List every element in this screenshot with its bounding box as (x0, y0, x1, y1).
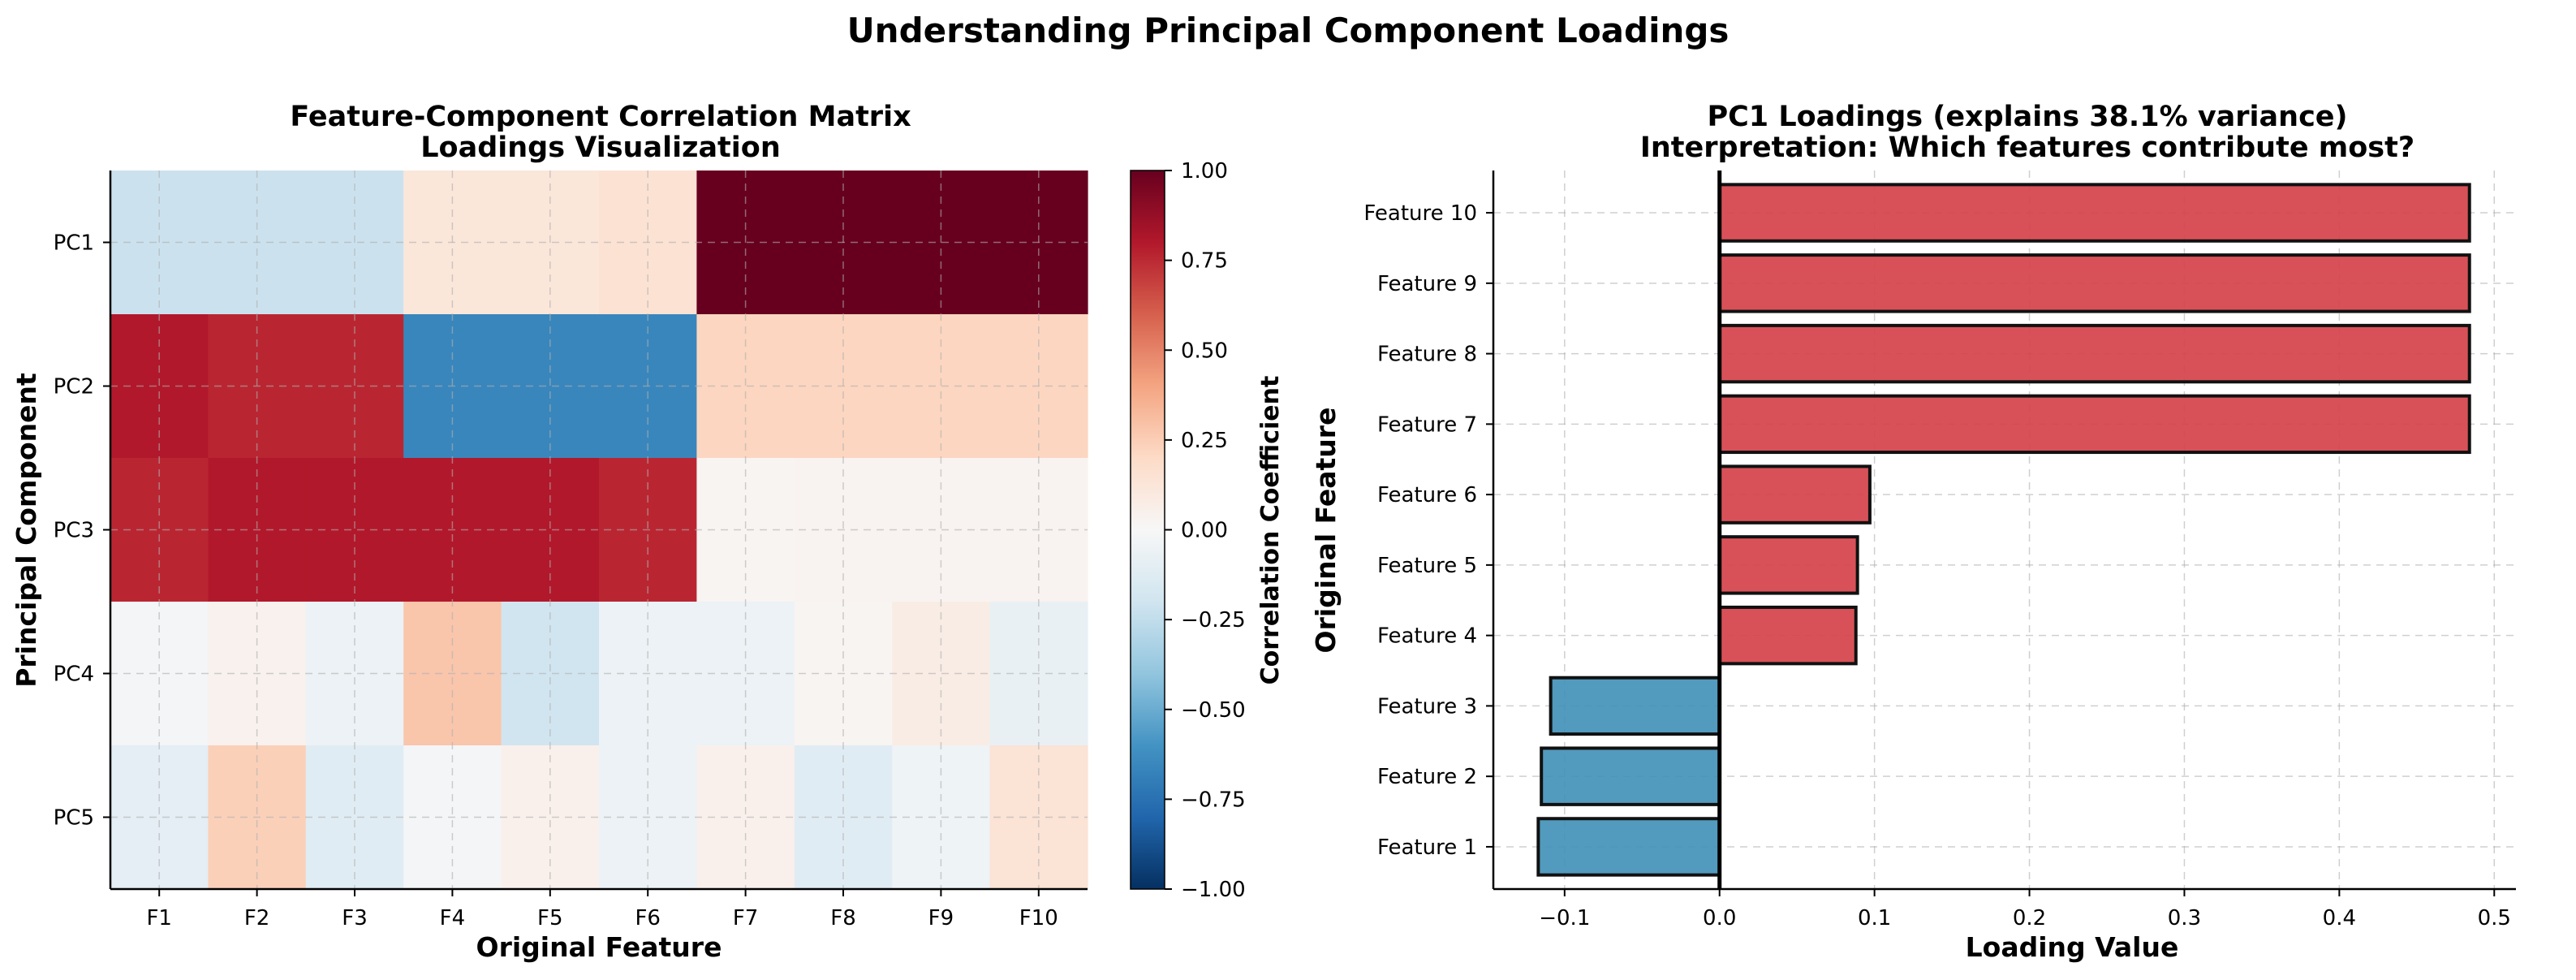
colorbar-tick-label: 0.75 (1181, 249, 1228, 274)
bar-title-line2: Interpretation: Which features contribut… (1640, 132, 2414, 164)
bar-y-tick-label: Feature 8 (1377, 343, 1477, 367)
bar-panel: PC1 Loadings (explains 38.1% variance) I… (1310, 101, 2516, 963)
heatmap-y-tick-label: PC5 (54, 806, 94, 831)
bar-y-tick-label: Feature 3 (1377, 694, 1477, 719)
colorbar-tick-label: 1.00 (1181, 159, 1228, 183)
bar-x-axis-label: Loading Value (1966, 931, 2179, 963)
heatmap-ticks: F1 F2 F3 F4 F5 F6 F7 F8 F9 F10 PC1 PC2 PC3 PC4 PC5 (54, 231, 1058, 931)
loading-bar (1540, 746, 1721, 806)
heatmap-x-tick-label: F2 (244, 906, 270, 930)
heatmap-title-line2: Loadings Visualization (420, 132, 781, 164)
bar-y-axis-label: Original Feature (1310, 408, 1342, 654)
heatmap-x-tick-label: F8 (830, 906, 856, 930)
loading-bar (1717, 394, 2471, 455)
bar-x-tick-label: 0.4 (2323, 906, 2356, 930)
heatmap-x-tick-label: F6 (635, 906, 661, 930)
loading-bar (1549, 676, 1721, 736)
bar-x-tick-label: −0.1 (1539, 906, 1590, 930)
heatmap-x-axis-label: Original Feature (476, 931, 722, 963)
bar-bars (1536, 183, 2471, 877)
heatmap-y-axis-label: Principal Component (11, 373, 42, 688)
heatmap-y-tick-label: PC1 (54, 231, 94, 256)
bar-y-tick-label: Feature 6 (1377, 483, 1477, 507)
loading-bar (1717, 605, 1858, 666)
heatmap-panel: Feature-Component Correlation Matrix Loa… (11, 101, 1285, 963)
heatmap-x-tick-label: F1 (146, 906, 172, 930)
bar-x-tick-label: 0.1 (1858, 906, 1891, 930)
heatmap-grid (110, 171, 1088, 889)
loading-bar (1717, 183, 2471, 243)
colorbar-tick-label: 0.00 (1181, 519, 1228, 543)
bar-y-tick-label: Feature 5 (1377, 554, 1477, 578)
colorbar-gradient (1130, 170, 1165, 890)
colorbar-tick-label: −0.50 (1181, 698, 1246, 723)
loading-bar (1717, 535, 1859, 595)
heatmap-x-tick-label: F10 (1019, 906, 1058, 930)
loading-bar (1717, 253, 2471, 313)
heatmap-x-tick-label: F4 (440, 906, 466, 930)
heatmap-x-tick-label: F9 (928, 906, 954, 930)
heatmap-y-tick-label: PC3 (54, 519, 94, 543)
heatmap-y-tick-label: PC4 (54, 663, 94, 687)
bar-x-tick-label: 0.2 (2013, 906, 2046, 930)
loading-bar (1717, 464, 1872, 525)
colorbar-tick-label: 0.50 (1181, 339, 1228, 363)
heatmap-x-tick-label: F7 (733, 906, 759, 930)
loading-bar (1717, 323, 2471, 384)
bar-y-tick-label: Feature 7 (1377, 412, 1477, 437)
colorbar-tick-label: 0.25 (1181, 429, 1228, 453)
bar-ticks: −0.1 0.0 0.1 0.2 0.3 0.4 0.5 Feature 1 Feature 2… (1363, 201, 2511, 930)
bar-y-tick-label: Feature 4 (1377, 624, 1477, 649)
colorbar-ticks: −1.00 −0.75 −0.50 −0.25 0.00 0.25 0.50 0.75 1.00 (1165, 159, 1246, 902)
bar-y-tick-label: Feature 2 (1377, 765, 1477, 789)
bar-y-tick-label: Feature 1 (1377, 835, 1477, 860)
heatmap-title-line1: Feature-Component Correlation Matrix (290, 101, 911, 133)
heatmap-y-tick-label: PC2 (54, 375, 94, 399)
bar-x-tick-label: 0.3 (2168, 906, 2201, 930)
colorbar-tick-label: −1.00 (1181, 878, 1246, 902)
bar-x-tick-label: 0.0 (1703, 906, 1736, 930)
colorbar-tick-label: −0.25 (1181, 608, 1246, 632)
bar-x-tick-label: 0.5 (2478, 906, 2511, 930)
heatmap-x-tick-label: F3 (342, 906, 368, 930)
loading-bar (1536, 817, 1721, 877)
heatmap-x-tick-label: F5 (537, 906, 563, 930)
bar-y-tick-label: Feature 9 (1377, 272, 1477, 296)
bar-title-line1: PC1 Loadings (explains 38.1% variance) (1707, 101, 2347, 133)
colorbar: −1.00 −0.75 −0.50 −0.25 0.00 0.25 0.50 0.75 1.00… (1130, 159, 1285, 902)
colorbar-label: Correlation Coefficient (1256, 376, 1285, 685)
colorbar-tick-label: −0.75 (1181, 788, 1246, 812)
bar-y-tick-label: Feature 10 (1363, 201, 1477, 226)
figure-title: Understanding Principal Component Loadin… (847, 11, 1730, 50)
